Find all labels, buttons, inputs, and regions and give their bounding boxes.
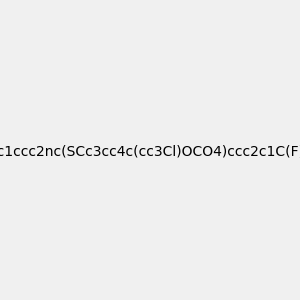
Text: COc1ccc2nc(SCc3cc4c(cc3Cl)OCO4)ccc2c1C(F)(F)F: COc1ccc2nc(SCc3cc4c(cc3Cl)OCO4)ccc2c1C(F… <box>0 145 300 158</box>
